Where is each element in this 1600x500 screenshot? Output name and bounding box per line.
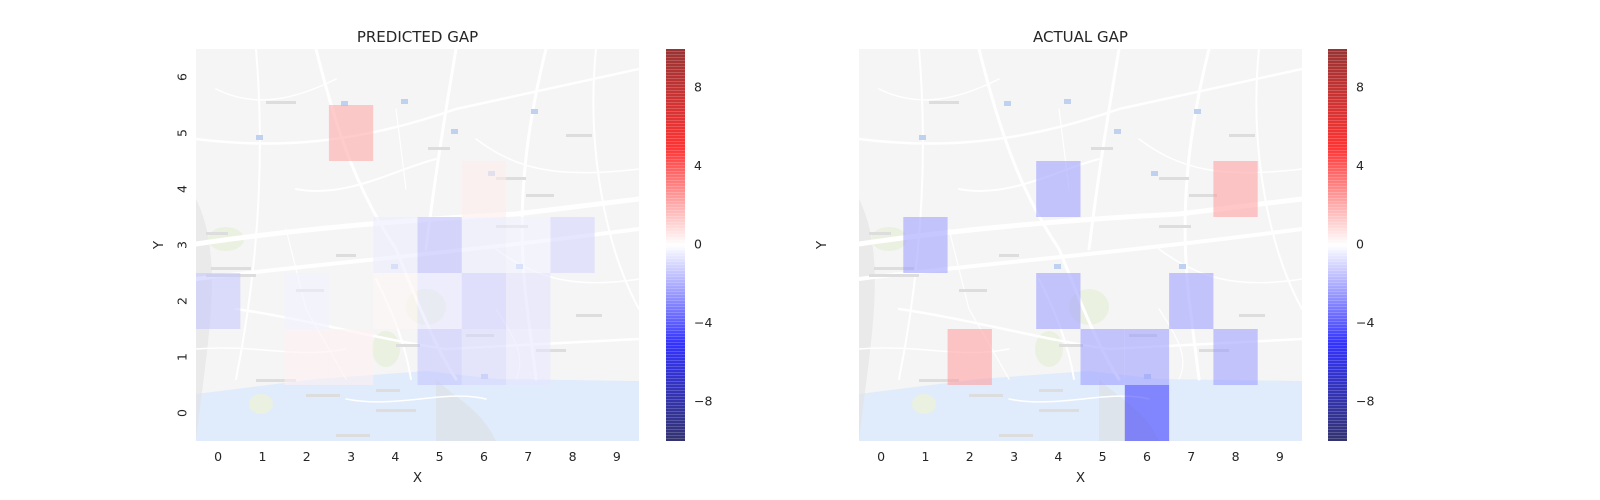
x-axis-label: X	[1076, 470, 1085, 486]
heatmap-cell	[461, 329, 507, 385]
heatmap-cell	[461, 161, 507, 217]
x-tick-label: 3	[1010, 449, 1018, 464]
x-tick-label: 6	[1143, 449, 1151, 464]
colorbar-tick-label: −4	[1356, 315, 1374, 330]
colorbar-tick-label: 4	[1356, 158, 1364, 173]
heatmap-cell	[1036, 273, 1081, 329]
x-tick-label: 4	[391, 449, 399, 464]
x-tick-label: 8	[1232, 449, 1240, 464]
heatmap-cell	[284, 329, 329, 385]
heatmap-cell	[1213, 329, 1258, 385]
x-tick-label: 1	[258, 449, 266, 464]
heatmap-cell	[1124, 329, 1170, 385]
x-tick-label: 8	[569, 449, 577, 464]
heatmap-cell	[903, 217, 948, 273]
y-tick-label: 4	[175, 185, 190, 193]
heatmap-cell	[1124, 385, 1170, 441]
colorbar: 8 4 0 −4 −8	[1328, 49, 1374, 441]
heatmap-cell	[196, 273, 241, 329]
x-axis-label: X	[413, 470, 422, 486]
colorbar: 8 4 0 −4 −8	[666, 49, 712, 441]
x-tick-label: 2	[303, 449, 311, 464]
heatmap-cell	[373, 217, 418, 273]
x-tick-label: 0	[877, 449, 885, 464]
heatmap-cell	[417, 217, 462, 273]
heatmap-panel-1: PREDICTED GAP 0 1 2 3 4 5 6 7 8 9 0 1 2 3 4 5 6 X Y 8 4 0 −4 −8	[151, 28, 712, 486]
y-tick-label: 3	[175, 241, 190, 249]
heatmap-cell	[947, 329, 992, 385]
x-tick-label: 3	[347, 449, 355, 464]
x-tick-label: 7	[524, 449, 532, 464]
heatmap-cell	[1169, 273, 1214, 329]
x-tick-label: 5	[1099, 449, 1107, 464]
y-tick-label: 1	[175, 353, 190, 361]
colorbar-tick-label: −8	[694, 393, 712, 408]
y-axis-label: Y	[151, 240, 167, 250]
colorbar-stripes	[666, 49, 685, 441]
heatmap-cell	[550, 217, 595, 273]
heatmap-cell	[328, 105, 374, 161]
x-tick-label: 7	[1187, 449, 1195, 464]
heatmap-cell	[506, 273, 551, 329]
x-tick-label: 9	[1276, 449, 1284, 464]
chart-title: ACTUAL GAP	[1033, 28, 1128, 46]
y-tick-label: 6	[175, 73, 190, 81]
heatmap-cell	[506, 329, 551, 385]
heatmap-cell	[284, 273, 329, 329]
heatmap-cell	[1036, 161, 1081, 217]
heatmap-panel-2: ACTUAL GAP 0 1 2 3 4 5 6 7 8 9 X Y 8 4 0 −4 −8	[814, 28, 1374, 486]
colorbar-tick-label: 8	[694, 80, 702, 95]
x-tick-label: 4	[1054, 449, 1062, 464]
heatmap-cell	[461, 217, 507, 273]
chart-title: PREDICTED GAP	[357, 28, 478, 46]
colorbar-tick-label: 0	[1356, 237, 1364, 252]
heatmap-cell	[461, 273, 507, 329]
x-tick-label: 9	[613, 449, 621, 464]
heatmap-cell	[1080, 329, 1125, 385]
colorbar-tick-label: 0	[694, 237, 702, 252]
colorbar-tick-label: −4	[694, 315, 712, 330]
colorbar-tick-label: −8	[1356, 393, 1374, 408]
x-tick-label: 0	[214, 449, 222, 464]
y-tick-label: 2	[175, 297, 190, 305]
heatmap-cell	[1213, 161, 1258, 217]
y-tick-label: 5	[175, 129, 190, 137]
colorbar-tick-label: 8	[1356, 80, 1364, 95]
heatmap-cell	[373, 273, 418, 329]
x-tick-label: 5	[436, 449, 444, 464]
colorbar-stripes	[1328, 49, 1347, 441]
heatmap-cell	[328, 329, 374, 385]
x-tick-label: 6	[480, 449, 488, 464]
y-axis-label: Y	[814, 240, 830, 250]
colorbar-tick-label: 4	[694, 158, 702, 173]
y-tick-label: 0	[175, 409, 190, 417]
heatmap-cell	[417, 329, 462, 385]
x-tick-label: 1	[921, 449, 929, 464]
x-tick-label: 2	[966, 449, 974, 464]
heatmap-cell	[506, 217, 551, 273]
heatmap-cell	[417, 273, 462, 329]
